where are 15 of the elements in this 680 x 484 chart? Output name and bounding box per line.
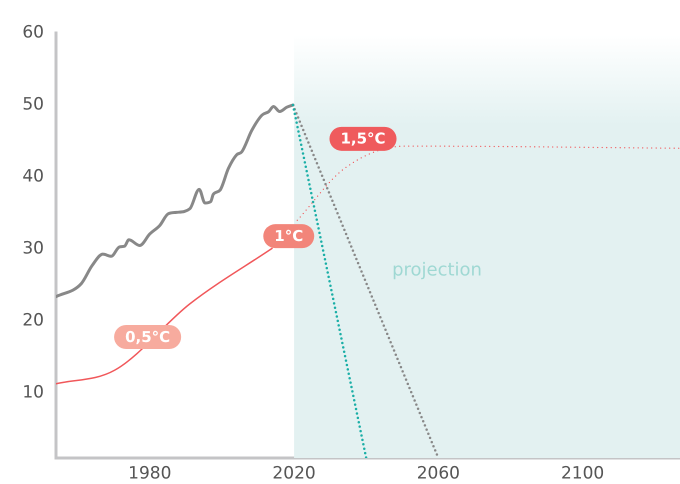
annotation: 1,5°C bbox=[340, 130, 386, 148]
x-tick-label: 2100 bbox=[560, 464, 604, 484]
y-tick-label: 10 bbox=[22, 382, 44, 403]
y-tick-label: 20 bbox=[22, 310, 44, 331]
x-tick-label: 2020 bbox=[272, 464, 316, 484]
annotation: 1°C bbox=[274, 227, 304, 246]
annotation: 0,5°C bbox=[125, 328, 170, 346]
y-tick-label: 30 bbox=[22, 238, 44, 259]
x-tick-label: 1980 bbox=[128, 464, 172, 484]
y-tick-label: 40 bbox=[22, 166, 44, 186]
y-tick-label: 50 bbox=[22, 94, 44, 114]
x-tick-label: 2060 bbox=[416, 464, 460, 484]
y-tick-label: 60 bbox=[22, 22, 44, 42]
band-label: projection bbox=[392, 260, 482, 281]
line-series bbox=[56, 248, 273, 385]
